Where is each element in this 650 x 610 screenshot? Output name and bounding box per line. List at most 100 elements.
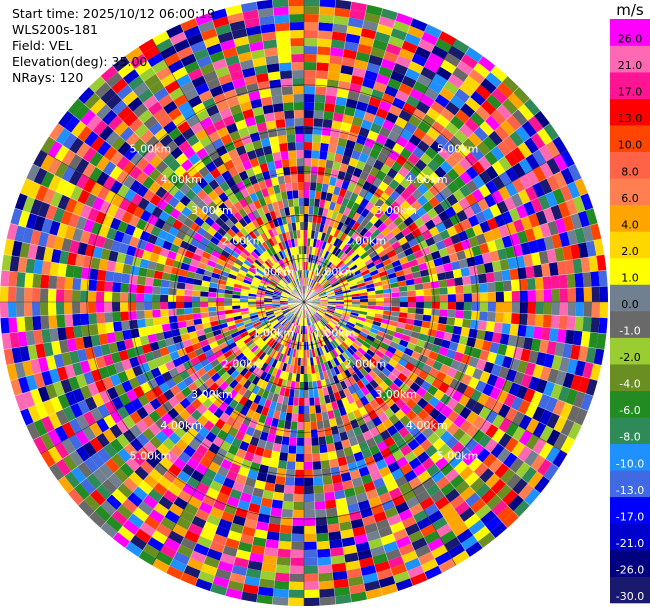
- velocity-gate: [200, 437, 213, 450]
- velocity-gate: [195, 578, 213, 592]
- velocity-gate: [224, 305, 233, 311]
- velocity-gate: [173, 551, 191, 566]
- velocity-gate: [463, 513, 481, 529]
- velocity-gate: [304, 381, 309, 390]
- velocity-gate: [137, 446, 152, 461]
- velocity-gate: [316, 310, 325, 317]
- velocity-gate: [210, 372, 221, 383]
- velocity-gate: [311, 437, 320, 446]
- velocity-gate: [510, 312, 520, 325]
- velocity-gate: [291, 373, 297, 382]
- velocity-gate: [336, 364, 344, 374]
- velocity-gate: [309, 333, 313, 342]
- velocity-gate: [362, 572, 379, 584]
- velocity-gate: [447, 302, 456, 310]
- velocity-gate: [401, 550, 418, 564]
- velocity-gate: [369, 399, 380, 410]
- velocity-gate: [366, 530, 381, 542]
- velocity-gate: [490, 443, 505, 459]
- velocity-gate: [281, 318, 288, 326]
- velocity-gate: [352, 526, 367, 537]
- velocity-gate: [560, 436, 575, 454]
- velocity-gate: [471, 428, 486, 443]
- velocity-gate: [229, 379, 239, 390]
- velocity-gate: [304, 565, 319, 574]
- velocity-gate: [318, 436, 327, 446]
- velocity-gate: [325, 310, 334, 316]
- velocity-gate: [22, 360, 34, 377]
- velocity-gate: [262, 322, 271, 329]
- velocity-gate: [292, 405, 299, 414]
- velocity-gate: [287, 396, 294, 406]
- velocity-gate: [323, 344, 330, 354]
- velocity-gate: [404, 362, 415, 372]
- velocity-gate: [318, 355, 324, 364]
- velocity-gate: [243, 370, 253, 380]
- velocity-gate: [270, 507, 283, 517]
- velocity-gate: [151, 530, 168, 545]
- velocity-gate: [220, 458, 233, 471]
- velocity-gate: [317, 564, 333, 574]
- velocity-gate: [272, 410, 281, 420]
- velocity-gate: [293, 501, 304, 510]
- velocity-gate: [188, 495, 203, 509]
- velocity-gate: [404, 469, 418, 483]
- velocity-gate: [346, 321, 356, 328]
- velocity-gate: [177, 489, 192, 503]
- velocity-gate: [361, 448, 373, 459]
- colorbar-tick-label: -8.0: [619, 431, 640, 444]
- velocity-gate: [444, 536, 461, 552]
- velocity-gate: [142, 427, 156, 442]
- velocity-gate: [238, 376, 248, 387]
- velocity-gate: [98, 463, 114, 479]
- velocity-gate: [336, 355, 344, 365]
- velocity-gate: [309, 316, 314, 325]
- velocity-gate: [407, 565, 425, 579]
- velocity-gate: [503, 302, 512, 313]
- velocity-gate: [439, 302, 448, 310]
- velocity-gate: [258, 578, 275, 589]
- velocity-gate: [293, 316, 298, 324]
- velocity-gate: [235, 321, 245, 328]
- velocity-gate: [353, 533, 369, 545]
- velocity-gate: [382, 473, 395, 485]
- velocity-gate: [369, 470, 383, 482]
- velocity-gate: [273, 588, 289, 598]
- velocity-gate: [525, 325, 535, 339]
- velocity-gate: [197, 352, 208, 362]
- velocity-gate: [551, 302, 560, 316]
- velocity-gate: [254, 528, 268, 540]
- velocity-gate: [499, 333, 510, 346]
- velocity-gate: [226, 366, 237, 376]
- velocity-gate: [156, 443, 171, 457]
- velocity-gate: [301, 341, 304, 350]
- velocity-gate: [333, 313, 342, 319]
- velocity-gate: [142, 543, 160, 559]
- velocity-gate: [153, 324, 164, 334]
- velocity-gate: [351, 373, 361, 383]
- velocity-gate: [254, 323, 263, 330]
- velocity-gate: [421, 476, 436, 490]
- velocity-gate: [355, 433, 366, 444]
- velocity-gate: [79, 385, 93, 400]
- velocity-gate: [294, 324, 298, 333]
- velocity-gate: [298, 397, 304, 406]
- velocity-gate: [286, 322, 292, 330]
- velocity-gate: [175, 438, 189, 452]
- velocity-gate: [123, 402, 137, 416]
- velocity-gate: [445, 348, 457, 360]
- velocity-gate: [284, 388, 291, 397]
- velocity-gate: [517, 445, 533, 462]
- velocity-gate: [116, 433, 130, 448]
- velocity-gate: [97, 403, 111, 418]
- velocity-gate: [369, 327, 379, 335]
- velocity-gate: [423, 530, 440, 545]
- velocity-gate: [375, 518, 391, 531]
- velocity-gate: [482, 453, 497, 468]
- velocity-gate: [304, 477, 314, 486]
- velocity-gate: [476, 448, 491, 463]
- velocity-gate: [139, 335, 150, 346]
- velocity-gate: [312, 323, 318, 332]
- velocity-gate: [304, 557, 318, 566]
- velocity-gate: [245, 324, 255, 332]
